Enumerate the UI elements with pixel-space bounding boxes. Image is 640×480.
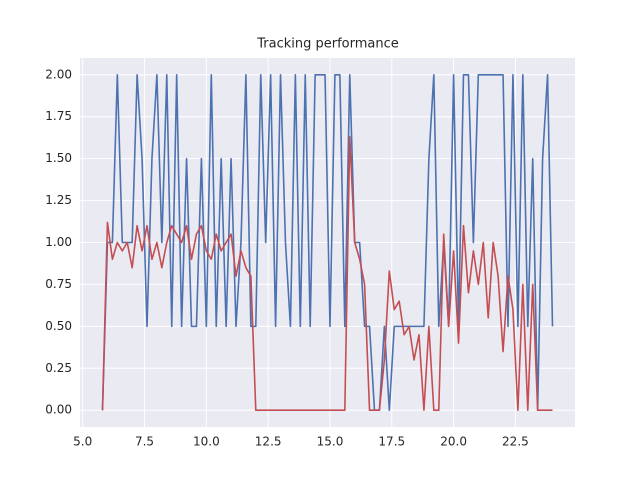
x-tick-label: 5.0: [73, 435, 92, 449]
y-tick-label: 0.00: [45, 403, 72, 417]
x-tick-label: 20.0: [440, 435, 467, 449]
y-tick-label: 2.00: [45, 67, 72, 81]
y-tick-label: 0.50: [45, 319, 72, 333]
x-tick-label: 10.0: [193, 435, 220, 449]
y-tick-label: 1.50: [45, 151, 72, 165]
series-line: [101, 73, 554, 412]
x-tick-label: 22.5: [502, 435, 529, 449]
x-tick-label: 7.5: [135, 435, 154, 449]
y-tick-label: 0.75: [45, 277, 72, 291]
series-line: [101, 136, 553, 412]
x-tick-label: 17.5: [378, 435, 405, 449]
y-tick-label: 1.75: [45, 109, 72, 123]
y-tick-label: 1.00: [45, 235, 72, 249]
x-tick-label: 12.5: [255, 435, 282, 449]
x-tick-label: 15.0: [317, 435, 344, 449]
chart-title: Tracking performance: [256, 37, 399, 52]
y-tick-label: 1.25: [45, 193, 72, 207]
y-tick-label: 0.25: [45, 361, 72, 375]
